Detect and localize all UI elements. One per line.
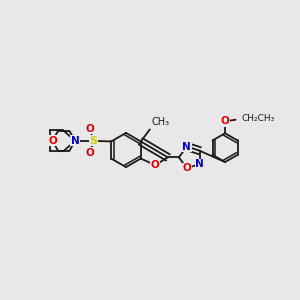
Text: N: N — [195, 159, 204, 169]
Text: O: O — [151, 160, 160, 170]
Text: O: O — [86, 148, 94, 158]
Text: N: N — [71, 136, 80, 146]
Text: N: N — [182, 142, 191, 152]
Text: O: O — [182, 163, 191, 173]
Text: S: S — [89, 136, 97, 146]
Text: O: O — [86, 124, 94, 134]
Text: CH₂CH₃: CH₂CH₃ — [242, 114, 275, 123]
Text: N: N — [71, 136, 80, 146]
Text: O: O — [48, 136, 57, 146]
Text: O: O — [221, 116, 230, 126]
Text: CH₃: CH₃ — [151, 117, 169, 127]
